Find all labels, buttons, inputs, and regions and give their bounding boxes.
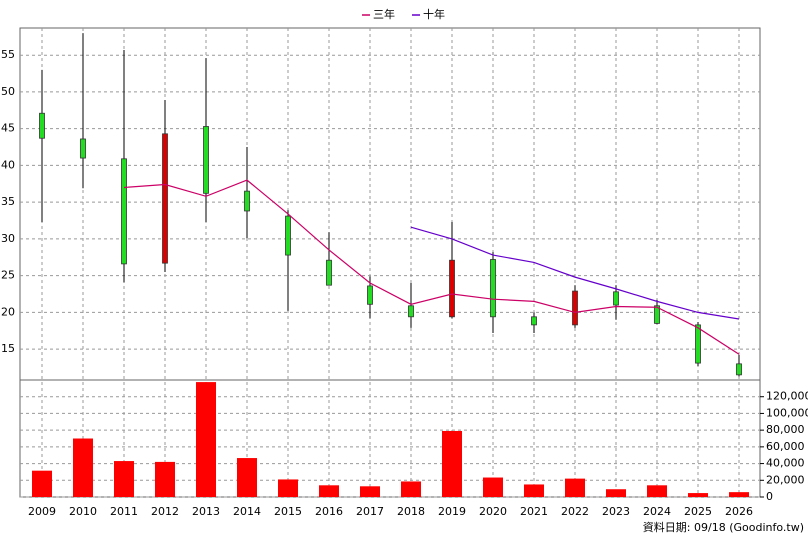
- volume-bar: [524, 484, 544, 497]
- candle-body: [80, 138, 86, 159]
- x-tick-label: 2023: [602, 505, 630, 518]
- line-series: [123, 179, 740, 355]
- volume-bar: [319, 485, 339, 497]
- footnote: 資料日期: 09/18 (Goodinfo.tw): [643, 520, 804, 534]
- x-tick-label: 2019: [438, 505, 466, 518]
- legend-label: 三年: [373, 7, 395, 21]
- price-frame: [19, 27, 761, 381]
- y2-tick-label: 120,000: [766, 390, 808, 403]
- candle-body: [203, 126, 209, 194]
- candle-body: [613, 291, 619, 306]
- volume-bar: [114, 461, 134, 497]
- volume-bar: [442, 430, 462, 497]
- x-tick-label: 2022: [561, 505, 589, 518]
- x-tick-label: 2014: [233, 505, 261, 518]
- y2-tick-label: 20,000: [766, 473, 805, 486]
- line-series: [410, 226, 740, 320]
- candle-body: [654, 305, 660, 324]
- volume-bar: [688, 493, 708, 497]
- candle-body: [162, 133, 168, 264]
- candle-body: [244, 190, 250, 212]
- x-tick-label: 2017: [356, 505, 384, 518]
- candle-body: [736, 363, 742, 376]
- y2-tick-label: 100,000: [766, 406, 808, 419]
- x-tick-label: 2020: [479, 505, 507, 518]
- x-tick-label: 2024: [643, 505, 671, 518]
- volume-bar: [196, 382, 216, 497]
- y-tick-label: 50: [1, 85, 15, 98]
- candle-body: [449, 259, 455, 318]
- volume-bar: [278, 479, 298, 497]
- x-tick-label: 2010: [69, 505, 97, 518]
- x-tick-label: 2021: [520, 505, 548, 518]
- volume-bar: [73, 438, 93, 497]
- y-tick-label: 40: [1, 158, 15, 171]
- candle-body: [695, 324, 701, 364]
- volume-bar: [360, 486, 380, 497]
- volume-bar: [401, 481, 421, 497]
- x-tick-label: 2015: [274, 505, 302, 518]
- volume-bar: [32, 470, 52, 497]
- y-tick-label: 20: [1, 305, 15, 318]
- volume-bar: [647, 485, 667, 497]
- volume-bar: [483, 477, 503, 497]
- y-tick-label: 25: [1, 269, 15, 282]
- candle-body: [121, 158, 127, 265]
- x-tick-label: 2018: [397, 505, 425, 518]
- volume-frame: [19, 379, 761, 498]
- y-tick-label: 15: [1, 342, 15, 355]
- x-tick-label: 2013: [192, 505, 220, 518]
- volume-bar: [606, 489, 626, 497]
- candle-body: [285, 215, 291, 256]
- y-tick-label: 30: [1, 232, 15, 245]
- candle-body: [408, 305, 414, 318]
- y2-tick-label: 60,000: [766, 440, 805, 453]
- volume-bar: [155, 461, 175, 497]
- y-tick-label: 55: [1, 48, 15, 61]
- volume-bar: [729, 492, 749, 497]
- volume-bar: [565, 478, 585, 497]
- x-tick-label: 2009: [28, 505, 56, 518]
- y2-tick-label: 80,000: [766, 423, 805, 436]
- y2-tick-label: 0: [766, 490, 773, 503]
- legend-label: 十年: [423, 7, 445, 21]
- x-tick-label: 2016: [315, 505, 343, 518]
- candle-body: [531, 316, 537, 326]
- y2-tick-label: 40,000: [766, 457, 805, 470]
- x-tick-label: 2026: [725, 505, 753, 518]
- x-tick-label: 2011: [110, 505, 138, 518]
- y-tick-label: 35: [1, 195, 15, 208]
- candle-body: [490, 259, 496, 318]
- volume-bar: [237, 458, 257, 497]
- y-tick-label: 45: [1, 122, 15, 135]
- candle-body: [367, 285, 373, 305]
- candle-body: [572, 290, 578, 326]
- candle-body: [326, 259, 332, 286]
- x-tick-label: 2025: [684, 505, 712, 518]
- candle-body: [39, 112, 45, 139]
- x-tick-label: 2012: [151, 505, 179, 518]
